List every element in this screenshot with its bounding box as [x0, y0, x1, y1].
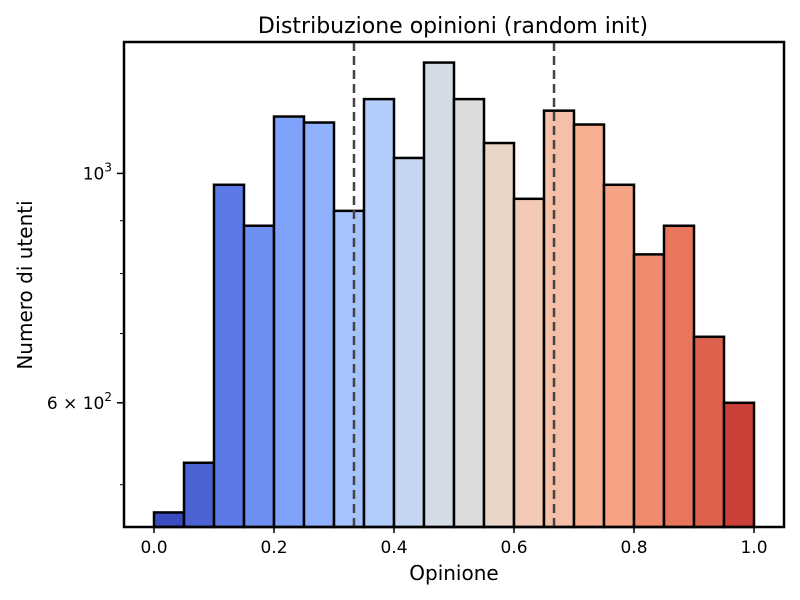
histogram-bar [332, 209, 366, 529]
histogram-bar [212, 183, 246, 529]
histogram-bar [242, 224, 276, 529]
histogram-bar [152, 511, 186, 529]
x-axis-label: Opinione [409, 561, 498, 585]
y-tick-label: 6 × 102 [47, 390, 112, 414]
histogram-bar [362, 97, 396, 529]
histogram-bar [542, 109, 576, 529]
x-tick-label: 0.8 [620, 538, 647, 558]
x-axis-ticks: 0.0 0.2 0.4 0.6 0.8 1.0 [140, 527, 768, 558]
x-tick-label: 0.4 [380, 538, 407, 558]
histogram-bar [392, 156, 426, 529]
x-tick-label: 1.0 [740, 538, 767, 558]
x-tick-label: 0.0 [140, 538, 167, 558]
histogram-bar [692, 335, 726, 529]
histogram-bar [512, 197, 546, 529]
chart-title: Distribuzione opinioni (random init) [258, 14, 648, 39]
bars-group [152, 61, 756, 529]
histogram-bar [722, 401, 756, 529]
x-tick-label: 0.6 [500, 538, 527, 558]
y-axis-ticks: 6 × 102 103 [47, 160, 124, 486]
histogram-bar [272, 115, 306, 529]
histogram-bar [602, 183, 636, 529]
histogram-bar [452, 97, 486, 529]
y-axis-label: Numero di utenti [13, 200, 37, 369]
histogram-bar [482, 141, 516, 529]
histogram-bar [422, 61, 456, 529]
y-tick-label: 103 [83, 160, 112, 184]
histogram-bar [632, 253, 666, 529]
reference-lines-group [352, 42, 556, 527]
plot-frame [122, 40, 786, 529]
histogram-bar [182, 461, 216, 529]
x-tick-label: 0.2 [260, 538, 287, 558]
histogram-bar [662, 224, 696, 529]
histogram-bar [302, 121, 336, 529]
histogram-bar [572, 123, 606, 529]
